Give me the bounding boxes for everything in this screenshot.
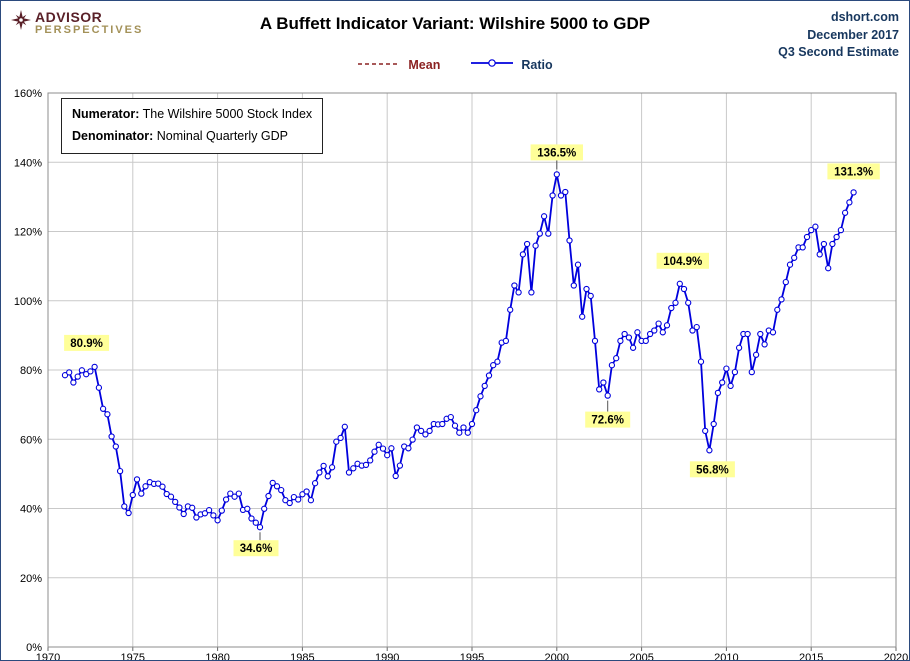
denominator-line: Denominator: Nominal Quarterly GDP: [72, 126, 312, 148]
legend-mean-label: Mean: [408, 58, 441, 72]
page-title: A Buffett Indicator Variant: Wilshire 50…: [259, 14, 651, 33]
ratio-line-swatch: [470, 56, 514, 74]
x-axis-labels: 1970 1975 1980 1985 1990 1995 2000 2005 2010 2015…: [36, 647, 908, 661]
svg-text:2020: 2020: [884, 652, 908, 661]
plot-border: [47, 92, 897, 648]
svg-text:1990: 1990: [375, 652, 399, 661]
svg-text:40%: 40%: [20, 504, 42, 516]
ratio-markers: [61, 171, 857, 531]
svg-text:2015: 2015: [799, 652, 823, 661]
svg-text:131.3%: 131.3%: [834, 166, 873, 178]
svg-text:80%: 80%: [20, 365, 42, 377]
ratio-chart: 0%20%40%60%80%100%120%140%160%1970 1975 19…: [14, 88, 908, 661]
y-axis-labels: 0% 20% 40% 60% 80% 100% 120% 140% 160%: [14, 88, 42, 654]
svg-text:2010: 2010: [714, 652, 738, 661]
numerator-text: The Wilshire 5000 Stock Index: [139, 107, 313, 121]
numerator-denominator-note: Numerator: The Wilshire 5000 Stock Index…: [61, 98, 324, 154]
report-info: dshort.com December 2017 Q3 Second Estim…: [778, 9, 899, 62]
numerator-label: Numerator:: [72, 107, 140, 121]
svg-text:136.5%: 136.5%: [537, 147, 576, 159]
svg-text:60%: 60%: [20, 434, 42, 446]
legend-item-ratio: Ratio: [470, 56, 553, 74]
denominator-label: Denominator:: [72, 128, 154, 143]
chart-legend: Mean Ratio: [1, 56, 909, 74]
svg-text:80.9%: 80.9%: [70, 338, 103, 350]
svg-text:120%: 120%: [14, 227, 42, 239]
chart-area: 0% 20% 40% 60% 80% 100% 120% 140% 160% 1970 1975 19…: [1, 81, 909, 661]
svg-text:140%: 140%: [14, 157, 42, 169]
svg-text:1980: 1980: [205, 652, 229, 661]
svg-text:56.8%: 56.8%: [696, 464, 729, 476]
site-name: dshort.com: [830, 10, 899, 24]
svg-text:160%: 160%: [14, 88, 42, 100]
logo-perspectives-text: PERSPECTIVES: [35, 23, 144, 36]
report-estimate: Q3 Second Estimate: [778, 45, 899, 59]
mean-dashed-line-swatch: [357, 56, 401, 74]
report-date: December 2017: [807, 27, 899, 42]
svg-text:104.9%: 104.9%: [663, 256, 702, 268]
svg-text:1995: 1995: [460, 652, 484, 661]
svg-text:72.6%: 72.6%: [591, 415, 624, 427]
svg-text:34.6%: 34.6%: [240, 543, 273, 555]
svg-text:0%: 0%: [26, 642, 42, 654]
svg-text:2005: 2005: [629, 652, 653, 661]
svg-text:1970: 1970: [36, 652, 60, 661]
logo-advisor-text: ADVISOR: [35, 9, 103, 25]
compass-rose-icon: [11, 10, 31, 35]
value-callouts: 80.9% 34.6% 136.5% 72.6% 104.9% 56.8% 131.3%: [64, 144, 880, 557]
denominator-text: Nominal Quarterly GDP: [153, 128, 289, 143]
svg-text:1975: 1975: [121, 652, 145, 661]
svg-text:1985: 1985: [290, 652, 314, 661]
svg-text:2000: 2000: [545, 652, 569, 661]
gridlines: [47, 92, 897, 648]
advisor-perspectives-logo: ADVISOR PERSPECTIVES: [11, 10, 143, 36]
legend-ratio-label: Ratio: [521, 58, 553, 72]
numerator-line: Numerator: The Wilshire 5000 Stock Index: [72, 104, 312, 126]
legend-item-mean: Mean: [357, 56, 440, 74]
svg-text:20%: 20%: [20, 573, 42, 585]
svg-text:100%: 100%: [14, 296, 42, 308]
ratio-line: [64, 173, 855, 529]
